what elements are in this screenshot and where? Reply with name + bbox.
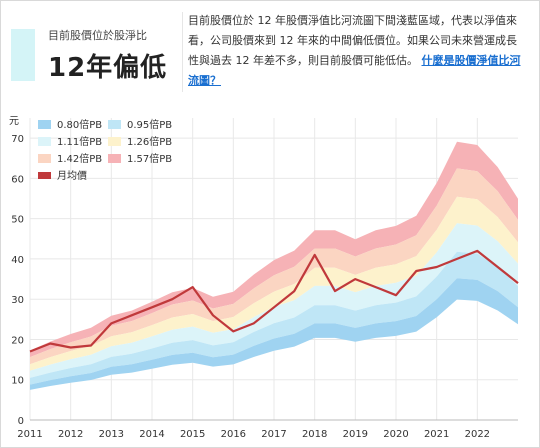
band-1.26倍PB (30, 196, 518, 371)
legend-label: 1.11倍PB (57, 135, 102, 148)
what-is-pb-river-link[interactable]: 什麼是股價淨值比河流圖？ (188, 54, 521, 87)
legend-label: 1.57倍PB (127, 152, 172, 165)
band-0.80倍PB (30, 278, 518, 390)
band-1.42倍PB (30, 168, 518, 365)
x-tick-label: 2018 (302, 429, 327, 440)
y-tick-label: 60 (11, 174, 24, 185)
legend-label: 月均價 (57, 169, 87, 182)
y-tick-label: 10 (11, 376, 24, 387)
description-body: 目前股價位於 12 年股價淨值比河流圖下間淺藍區域，代表以淨值來看，公司股價來到… (188, 14, 517, 67)
chart-legend: 0.80倍PB 0.95倍PB 1.11倍PB 1.26倍PB 1.42倍PB 1.57倍… (38, 118, 172, 182)
x-tick-label: 2022 (465, 429, 490, 440)
x-tick-label: 2013 (99, 429, 124, 440)
summary-value: 12年偏低 (48, 53, 168, 83)
legend-swatch (38, 120, 51, 129)
legend-swatch (108, 120, 121, 129)
band-1.57倍PB (30, 141, 518, 358)
y-unit-label: 元 (9, 116, 19, 127)
x-tick-label: 2016 (221, 429, 246, 440)
x-tick-label: 2011 (17, 429, 42, 440)
description-text: 目前股價位於 12 年股價淨值比河流圖下間淺藍區域，代表以淨值來看，公司股價來到… (188, 11, 522, 97)
x-tick-label: 2012 (58, 429, 83, 440)
legend-label: 0.95倍PB (127, 118, 172, 131)
summary-accent-bar (11, 29, 35, 81)
divider (182, 12, 183, 92)
legend-label: 0.80倍PB (57, 118, 102, 131)
y-tick-label: 50 (11, 215, 24, 226)
legend-label: 1.26倍PB (127, 135, 172, 148)
band-0.95倍PB (30, 251, 518, 385)
x-tick-label: 2021 (424, 429, 449, 440)
legend-swatch (38, 154, 51, 163)
y-tick-label: 70 (11, 134, 24, 145)
x-tick-label: 2017 (261, 429, 286, 440)
monthly-price-line (29, 249, 519, 353)
summary-label: 目前股價位於股淨比 (48, 29, 147, 42)
x-tick-label: 2014 (139, 429, 164, 440)
valuation-summary-card: 目前股價位於股淨比 12年偏低 (8, 13, 176, 83)
y-tick-label: 20 (11, 335, 24, 346)
chart-axes: 2011 2012 2013 2014 2015 2016 2017 2018 2019 2020… (9, 116, 518, 440)
pb-bands (30, 141, 518, 390)
legend-swatch (38, 172, 51, 179)
x-tick-label: 2015 (180, 429, 205, 440)
y-tick-label: 40 (11, 255, 24, 266)
legend-swatch (108, 154, 121, 163)
legend-swatch (108, 137, 121, 146)
x-tick-label: 2019 (343, 429, 368, 440)
price-line-group (29, 249, 519, 353)
x-tick-label: 2020 (383, 429, 408, 440)
y-tick-label: 0 (18, 416, 24, 427)
legend-swatch (38, 137, 51, 146)
y-tick-label: 30 (11, 295, 24, 306)
band-1.11倍PB (30, 223, 518, 378)
legend-label: 1.42倍PB (57, 152, 102, 165)
